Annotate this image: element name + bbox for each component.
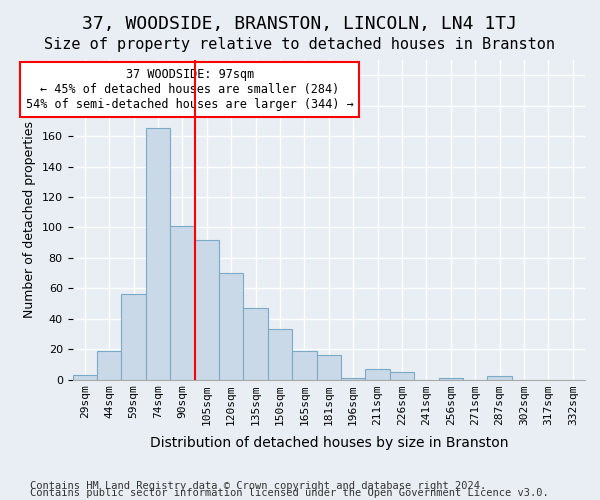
- Bar: [317, 355, 341, 380]
- Bar: [341, 378, 365, 380]
- Text: Contains public sector information licensed under the Open Government Licence v3: Contains public sector information licen…: [30, 488, 549, 498]
- Bar: [268, 330, 292, 380]
- Bar: [244, 308, 268, 380]
- Bar: [487, 376, 512, 380]
- Bar: [194, 240, 219, 380]
- Bar: [146, 128, 170, 380]
- X-axis label: Distribution of detached houses by size in Branston: Distribution of detached houses by size …: [149, 436, 508, 450]
- Text: 37 WOODSIDE: 97sqm
← 45% of detached houses are smaller (284)
54% of semi-detach: 37 WOODSIDE: 97sqm ← 45% of detached hou…: [26, 68, 353, 110]
- Text: Size of property relative to detached houses in Branston: Size of property relative to detached ho…: [44, 38, 556, 52]
- Bar: [365, 369, 390, 380]
- Text: 37, WOODSIDE, BRANSTON, LINCOLN, LN4 1TJ: 37, WOODSIDE, BRANSTON, LINCOLN, LN4 1TJ: [83, 15, 517, 33]
- Bar: [97, 350, 121, 380]
- Bar: [439, 378, 463, 380]
- Y-axis label: Number of detached properties: Number of detached properties: [23, 122, 36, 318]
- Bar: [170, 226, 194, 380]
- Text: Contains HM Land Registry data © Crown copyright and database right 2024.: Contains HM Land Registry data © Crown c…: [30, 481, 486, 491]
- Bar: [121, 294, 146, 380]
- Bar: [292, 350, 317, 380]
- Bar: [73, 375, 97, 380]
- Bar: [390, 372, 414, 380]
- Bar: [219, 273, 244, 380]
